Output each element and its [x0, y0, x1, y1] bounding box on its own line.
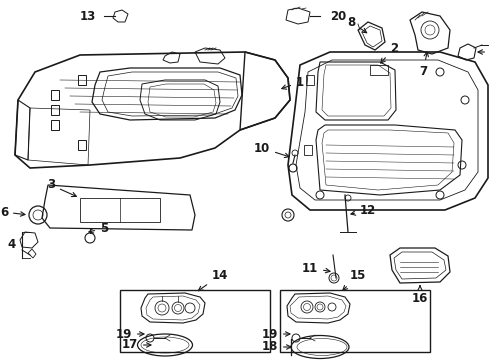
Text: 6: 6: [0, 206, 25, 219]
Text: 16: 16: [412, 286, 428, 305]
Bar: [51, 90, 59, 100]
Text: 3: 3: [47, 179, 76, 197]
Text: 7: 7: [419, 52, 428, 78]
Text: 5: 5: [89, 221, 108, 234]
Bar: [120, 290, 270, 352]
Text: 14: 14: [198, 269, 228, 291]
Bar: [80, 198, 160, 222]
Bar: [370, 65, 388, 75]
Text: 4: 4: [8, 238, 16, 252]
Text: 8: 8: [347, 15, 367, 33]
Text: 19: 19: [116, 328, 144, 341]
Text: 12: 12: [351, 203, 376, 216]
Text: 2: 2: [381, 41, 398, 63]
Text: 19: 19: [262, 328, 290, 341]
Bar: [304, 145, 312, 155]
Text: 20: 20: [330, 9, 346, 22]
Text: 9: 9: [478, 45, 490, 58]
Bar: [51, 120, 59, 130]
Bar: [51, 105, 59, 115]
Bar: [78, 140, 86, 150]
Text: 15: 15: [343, 269, 366, 290]
Text: 18: 18: [262, 341, 291, 354]
Bar: [280, 290, 430, 352]
Text: 13: 13: [80, 9, 96, 22]
Text: 10: 10: [254, 141, 289, 158]
Text: 1: 1: [282, 76, 304, 89]
Bar: [78, 75, 86, 85]
Text: 17: 17: [122, 338, 151, 351]
Text: 11: 11: [302, 261, 330, 274]
Bar: [306, 75, 314, 85]
